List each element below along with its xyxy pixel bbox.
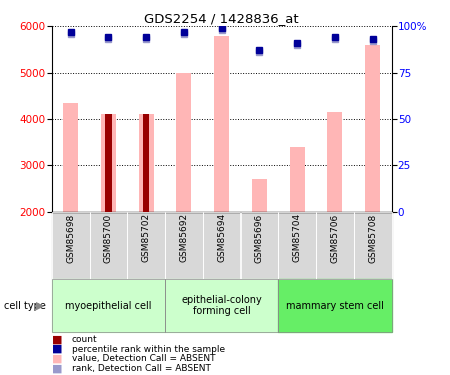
Text: ▶: ▶ — [36, 301, 45, 310]
Bar — [252, 179, 267, 212]
Bar — [327, 112, 342, 212]
Text: ■: ■ — [52, 334, 62, 344]
Text: value, Detection Call = ABSENT: value, Detection Call = ABSENT — [72, 354, 216, 363]
Bar — [214, 36, 229, 212]
Bar — [143, 114, 149, 212]
Bar — [290, 147, 305, 212]
Text: ■: ■ — [52, 364, 62, 374]
Bar — [63, 103, 78, 212]
Text: epithelial-colony
forming cell: epithelial-colony forming cell — [181, 295, 262, 316]
Bar — [101, 114, 116, 212]
Title: GDS2254 / 1428836_at: GDS2254 / 1428836_at — [144, 12, 299, 25]
Bar — [139, 114, 153, 212]
Text: cell type: cell type — [4, 301, 46, 310]
Text: mammary stem cell: mammary stem cell — [286, 301, 384, 310]
Bar — [176, 73, 191, 212]
Text: count: count — [72, 335, 98, 344]
Text: ■: ■ — [52, 344, 62, 354]
Bar — [365, 45, 380, 212]
Bar — [105, 114, 112, 212]
Text: percentile rank within the sample: percentile rank within the sample — [72, 345, 225, 354]
Text: rank, Detection Call = ABSENT: rank, Detection Call = ABSENT — [72, 364, 211, 373]
Text: ■: ■ — [52, 354, 62, 364]
Text: myoepithelial cell: myoepithelial cell — [65, 301, 152, 310]
